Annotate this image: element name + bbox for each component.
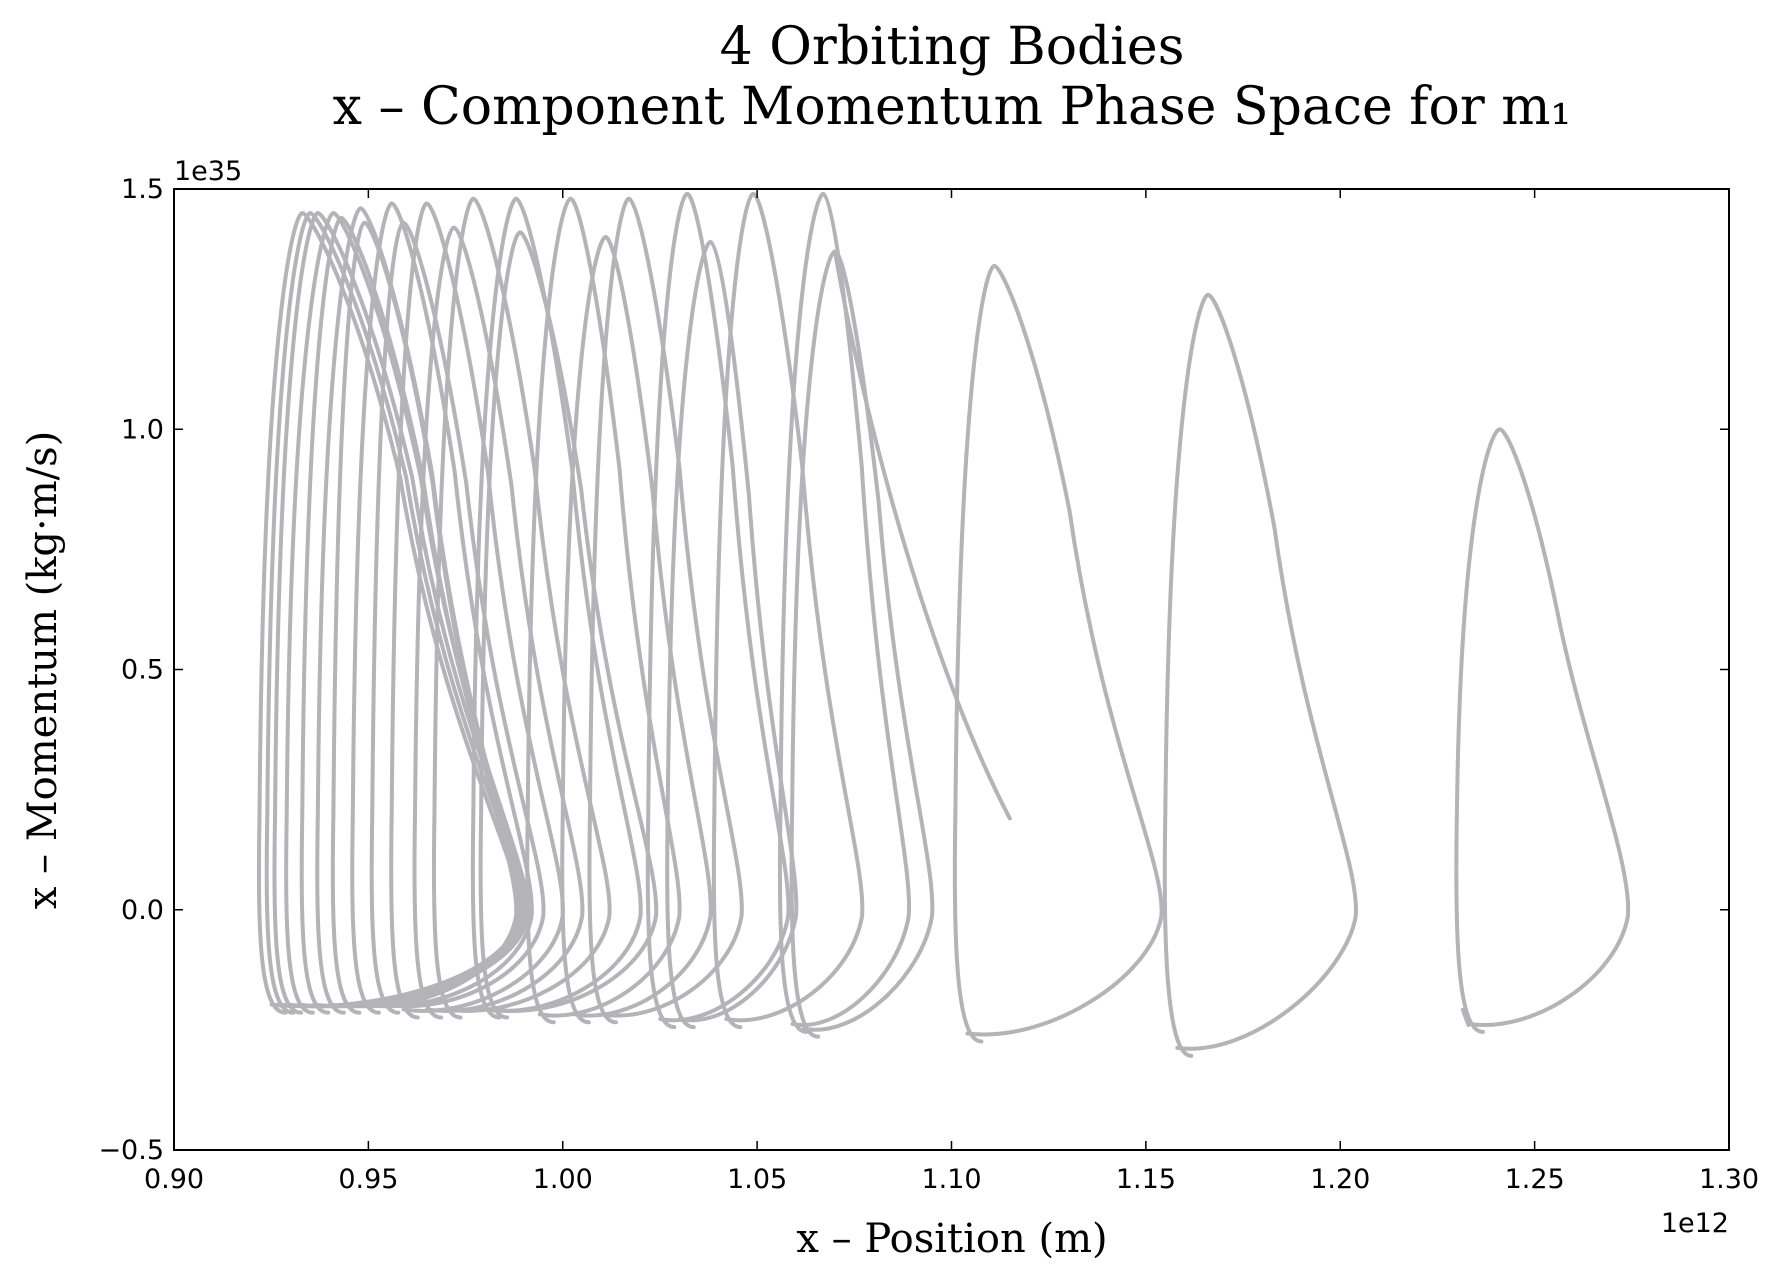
trajectory-loop [369,220,546,1015]
trajectory-start-segment [832,249,1012,821]
y-tick-label: 1.0 [121,414,164,445]
axis-ticks: 0.90 0.95 1.00 1.05 1.10 1.15 1.20 1.25 1.30 −0.5… [98,174,1759,1195]
trajectory-loop [470,196,643,1020]
trajectory-loop [412,225,585,1020]
trajectory-loop [777,191,912,1034]
trajectory-loop [299,215,526,1015]
trajectory-loop [350,201,534,1015]
trajectory-loop [952,263,1164,1044]
y-offset-label: 1e35 [174,156,242,187]
y-tick-label: −0.5 [98,1135,164,1166]
y-tick-label: 1.5 [121,174,164,205]
trajectory-loop [789,249,935,1039]
y-tick-label: 0.5 [121,655,164,686]
y-tick-label: 0.0 [121,895,164,926]
x-tick-label: 0.90 [144,1164,204,1195]
x-tick-label: 1.05 [727,1164,787,1195]
trajectory-loop [665,239,799,1030]
trajectory-end-segment [1460,1007,1471,1028]
trajectory-loop [645,191,791,1030]
x-tick-label: 1.25 [1505,1164,1565,1195]
x-tick-label: 1.15 [1116,1164,1176,1195]
trajectory-curves [256,191,1631,1058]
trajectory-loop [478,230,659,1020]
chart-title: 4 Orbiting Bodies [720,17,1185,77]
trajectory-loop [1454,427,1631,1034]
trajectory-loop [560,235,713,1025]
x-offset-label: 1e12 [1661,1208,1729,1239]
x-axis-label: x – Position (m) [796,1216,1107,1262]
y-axis-label: x – Momentum (kg·m/s) [20,431,66,910]
x-tick-label: 1.20 [1310,1164,1370,1195]
chart-subtitle: x – Component Momentum Phase Space for m… [333,77,1572,137]
x-tick-label: 1.10 [921,1164,981,1195]
trajectory-loop [711,191,865,1030]
x-tick-label: 0.95 [338,1164,398,1195]
x-tick-label: 1.30 [1699,1164,1759,1195]
trajectory-loop [1162,292,1358,1058]
trajectory-loop [525,196,682,1025]
trajectory-loop [330,220,519,1015]
x-tick-label: 1.00 [533,1164,593,1195]
trajectory-loop [587,196,744,1025]
trajectory-loop [431,196,612,1020]
